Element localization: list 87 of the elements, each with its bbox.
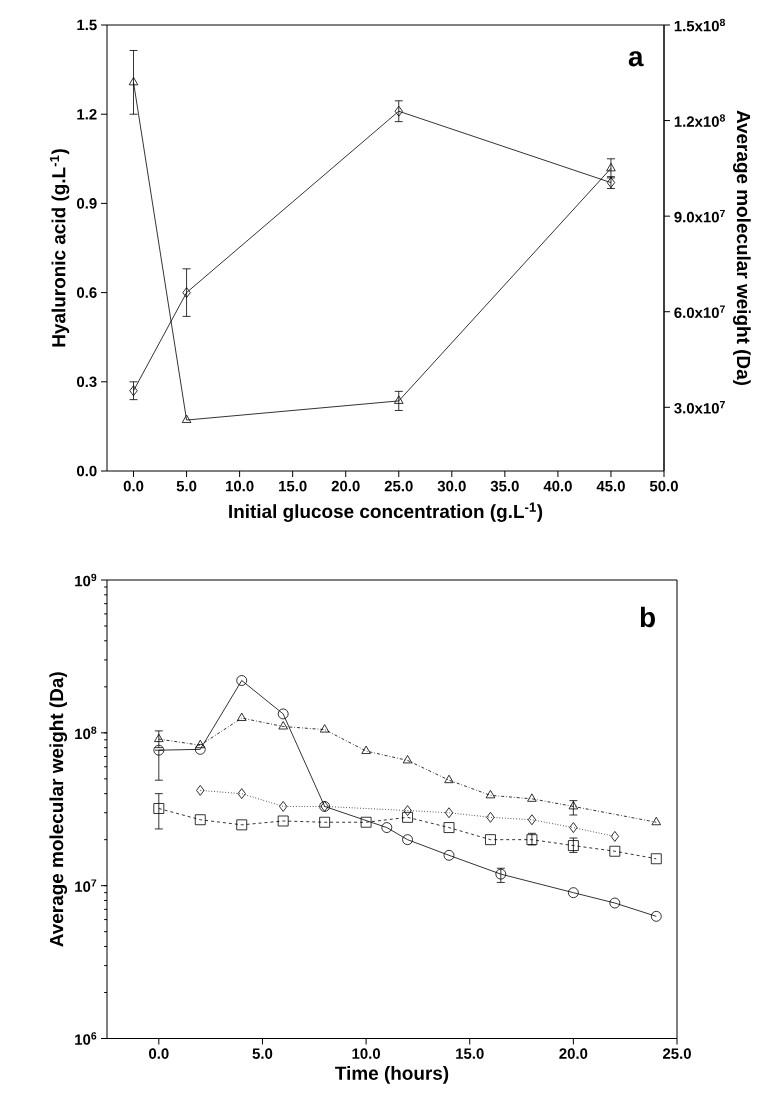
y-tick-label: 10$^{6}$: [75, 1032, 97, 1045]
annotation: b: [640, 606, 655, 628]
point: [444, 807, 454, 819]
point: [609, 897, 621, 909]
point: [402, 755, 413, 764]
point: [569, 822, 578, 833]
x-tick-label: 0.0: [123, 480, 144, 492]
x-axis-title: Time (hours): [335, 1066, 449, 1084]
x-tick-label: 25.0: [384, 480, 413, 492]
y-tick-label: 1.2: [77, 108, 97, 120]
point: [279, 801, 288, 812]
point: [444, 774, 454, 784]
point: [403, 805, 412, 816]
y-tick-label: 0.9: [77, 198, 97, 209]
x-tick-label: 5.0: [176, 480, 197, 492]
point: [360, 816, 372, 828]
x-tick-label: 30.0: [437, 480, 466, 492]
point: [402, 811, 413, 823]
y-tick-label: 1.5: [77, 19, 97, 31]
point: [129, 385, 138, 397]
point: [567, 887, 579, 899]
point: [195, 739, 206, 749]
point: [237, 712, 247, 721]
point: [610, 831, 619, 842]
y2-tick-label: 6.0x10$^{7}$: [674, 305, 725, 318]
point: [319, 724, 330, 733]
point: [237, 788, 246, 800]
x-tick-label: 10.0: [226, 480, 254, 492]
point: [527, 793, 537, 802]
x-tick-label: 50.0: [649, 480, 678, 492]
x-tick-label: 15.0: [279, 480, 307, 492]
point: [527, 814, 537, 826]
y2-tick-label: 9.0x10$^{7}$: [674, 209, 725, 223]
x-tick-label: 20.0: [559, 1048, 588, 1059]
point: [153, 744, 165, 756]
point: [394, 105, 403, 117]
x-tick-label: 10.0: [352, 1048, 381, 1059]
x-tick-label: 40.0: [543, 480, 572, 492]
y-axis-title: Hyaluronic acid (g.L$^{-1}$): [49, 149, 70, 347]
x-tick-label: 45.0: [596, 480, 625, 492]
point: [361, 745, 371, 754]
y2-tick-label: 1.2x10$^{8}$: [674, 114, 726, 127]
point: [277, 815, 289, 827]
point: [443, 822, 455, 833]
point: [609, 845, 621, 857]
y-tick-label: 0.6: [77, 287, 97, 298]
point: [278, 721, 288, 730]
point: [194, 814, 206, 826]
y-tick-label: 0.3: [77, 376, 97, 388]
point: [381, 822, 393, 833]
point: [194, 743, 206, 755]
point: [651, 816, 662, 826]
y-tick-label: 0.0: [77, 465, 97, 477]
point: [443, 849, 455, 861]
point: [485, 789, 496, 799]
x-axis-title: Initial glucose concentration (g.L$^{-1}$): [229, 502, 543, 522]
x-tick-label: 20.0: [331, 480, 360, 492]
y-tick-label: 10$^{7}$: [75, 879, 97, 892]
y-axis-title: Average molecular weight (Da): [49, 672, 68, 947]
point: [486, 811, 495, 823]
y2-axis-title: Average molecular weight (Da): [732, 110, 751, 386]
x-tick-label: 15.0: [456, 1048, 484, 1059]
point: [182, 287, 191, 299]
point: [606, 162, 616, 172]
x-tick-label: 35.0: [490, 480, 519, 492]
point: [181, 414, 192, 423]
point: [485, 834, 496, 846]
point: [650, 853, 662, 865]
point: [128, 76, 139, 86]
point: [154, 733, 164, 742]
point: [319, 816, 331, 828]
y2-tick-label: 3.0x10$^{7}$: [674, 401, 725, 414]
x-tick-label: 5.0: [252, 1048, 273, 1059]
y-tick-label: 10$^{8}$: [75, 726, 97, 740]
y-tick-label: 10$^{9}$: [75, 573, 97, 587]
y2-tick-label: 1.5x10$^{8}$: [674, 18, 726, 32]
point: [402, 834, 413, 846]
point: [153, 803, 165, 814]
x-tick-label: 0.0: [149, 1048, 169, 1059]
point: [394, 395, 404, 404]
point: [236, 819, 248, 831]
x-tick-label: 25.0: [662, 1048, 691, 1059]
point: [236, 675, 248, 686]
annotation: a: [628, 51, 644, 67]
point: [277, 708, 289, 720]
point: [196, 785, 205, 796]
point: [650, 910, 662, 922]
